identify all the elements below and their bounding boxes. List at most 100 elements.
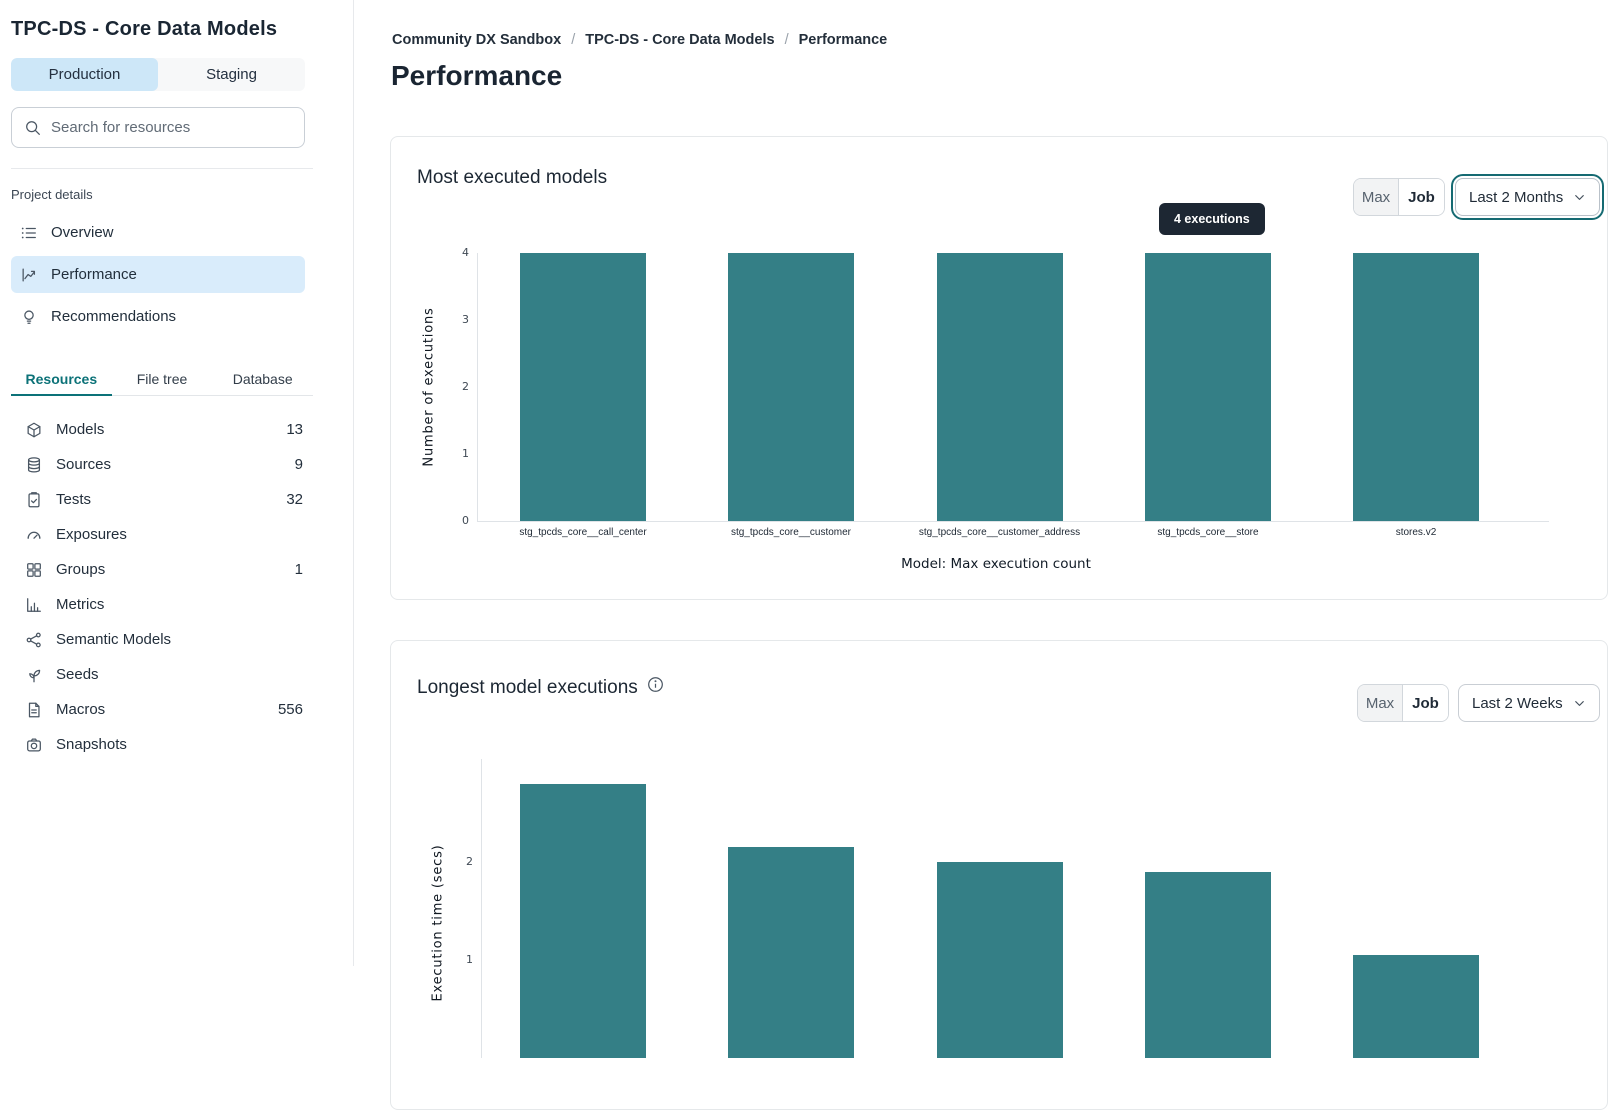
bar-1[interactable] [728, 253, 854, 521]
resource-row-groups[interactable]: Groups 1 [11, 552, 313, 587]
resource-label: Seeds [56, 666, 99, 683]
resource-row-tests[interactable]: Tests 32 [11, 482, 313, 517]
x-tick-label: stg_tpcds_core__call_center [519, 527, 647, 538]
main-content: Community DX Sandbox / TPC-DS - Core Dat… [355, 0, 1621, 1110]
x-axis-title: Model: Max execution count [901, 556, 1091, 572]
resource-label: Tests [56, 491, 92, 508]
y-axis-line [481, 759, 482, 1058]
bar-chart-most-executed: 0 1 2 3 4 stg_tpcds_core__call_center stg_tpcd… [391, 137, 1607, 599]
gauge-icon [25, 526, 43, 544]
resource-row-exposures[interactable]: Exposures [11, 517, 313, 552]
sidebar-item-recommendations[interactable]: Recommendations [11, 298, 305, 335]
bar-3[interactable] [1145, 253, 1271, 521]
nav-label: Overview [51, 224, 114, 241]
date-range-value: Last 2 Weeks [1472, 694, 1563, 712]
x-axis-line [477, 521, 1549, 522]
resource-row-sources[interactable]: Sources 9 [11, 447, 313, 482]
resource-row-seeds[interactable]: Seeds [11, 657, 313, 692]
bar-2[interactable] [936, 862, 1063, 1058]
resource-row-metrics[interactable]: Metrics [11, 587, 313, 622]
file-icon [25, 701, 43, 719]
tab-resources[interactable]: Resources [11, 362, 112, 396]
chart-title: Most executed models [417, 167, 608, 188]
bar-4[interactable] [1353, 253, 1479, 521]
resource-tabs: Resources File tree Database [11, 362, 313, 396]
resource-row-models[interactable]: Models 13 [11, 412, 313, 447]
tab-production[interactable]: Production [11, 58, 158, 91]
nav-label: Recommendations [51, 308, 177, 325]
resource-label: Exposures [56, 526, 127, 543]
date-range-dropdown[interactable]: Last 2 Weeks [1458, 684, 1600, 722]
resource-count: 32 [286, 491, 303, 508]
breadcrumb: Community DX Sandbox / TPC-DS - Core Dat… [392, 32, 887, 48]
aggregation-toggle: Max Job [1357, 684, 1449, 722]
sidebar-item-performance[interactable]: Performance [11, 256, 305, 293]
clipboard-check-icon [25, 491, 43, 509]
x-tick-label: stg_tpcds_core__customer_address [918, 527, 1081, 538]
resource-count: 1 [294, 561, 303, 578]
sidebar: TPC-DS - Core Data Models Production Sta… [0, 0, 354, 966]
y-tick-label: 1 [462, 447, 469, 460]
project-nav: Overview Performance Recommendations [11, 214, 313, 335]
max-button[interactable]: Max [1354, 179, 1399, 215]
breadcrumb-account[interactable]: Community DX Sandbox [392, 32, 562, 48]
resource-label: Models [56, 421, 105, 438]
resource-label: Semantic Models [56, 631, 172, 648]
y-tick-label: 2 [466, 855, 473, 868]
job-button[interactable]: Job [1403, 685, 1448, 721]
y-tick-label: 0 [462, 514, 469, 527]
x-tick-label: stg_tpcds_core__store [1157, 527, 1259, 538]
database-icon [25, 456, 43, 474]
bar-0[interactable] [520, 253, 646, 521]
network-icon [25, 631, 43, 649]
bar-2[interactable] [936, 253, 1063, 521]
y-tick-label: 2 [462, 380, 469, 393]
search-input[interactable] [51, 119, 292, 136]
resource-row-macros[interactable]: Macros 556 [11, 692, 313, 727]
max-button[interactable]: Max [1358, 685, 1403, 721]
resource-row-semantic-models[interactable]: Semantic Models [11, 622, 313, 657]
card-longest-model-executions: Longest model executions Max Job Last 2 … [390, 640, 1608, 1110]
resource-label: Macros [56, 701, 106, 718]
job-button[interactable]: Job [1399, 179, 1444, 215]
sidebar-item-overview[interactable]: Overview [11, 214, 305, 251]
project-title: TPC-DS - Core Data Models [11, 18, 278, 40]
tab-staging[interactable]: Staging [206, 66, 257, 83]
resource-label: Snapshots [56, 736, 127, 753]
x-tick-label: stores.v2 [1395, 527, 1437, 538]
bar-3[interactable] [1145, 871, 1271, 1058]
card-most-executed-models: Most executed models Max Job Last 2 Mont… [390, 136, 1608, 600]
breadcrumb-separator: / [571, 32, 576, 48]
environment-tabs: Production Staging [11, 58, 305, 91]
tab-file-tree[interactable]: File tree [136, 370, 188, 387]
date-range-dropdown[interactable]: Last 2 Months [1450, 174, 1605, 220]
y-tick-label: 4 [462, 246, 469, 259]
breadcrumb-project[interactable]: TPC-DS - Core Data Models [585, 32, 775, 48]
trend-chart-icon [20, 266, 38, 284]
breadcrumb-separator: / [784, 32, 789, 48]
y-tick-label: 3 [462, 313, 469, 326]
resource-row-snapshots[interactable]: Snapshots [11, 727, 313, 762]
date-range-value: Last 2 Months [1469, 188, 1564, 206]
chart-title: Longest model executions [417, 676, 664, 699]
seedling-icon [25, 666, 43, 684]
cube-icon [25, 421, 43, 439]
camera-icon [25, 736, 43, 754]
y-axis-label: Number of executions [421, 307, 437, 467]
bar-chart-icon [25, 596, 43, 614]
page-title: Performance [391, 60, 563, 91]
breadcrumb-current-page: Performance [798, 32, 888, 48]
bar-4[interactable] [1353, 955, 1479, 1058]
aggregation-toggle: Max Job [1353, 178, 1445, 216]
resource-label: Groups [56, 561, 106, 578]
resource-label: Metrics [56, 596, 105, 613]
chevron-down-icon [1573, 189, 1586, 206]
info-icon[interactable] [647, 676, 664, 699]
search-box[interactable] [11, 107, 305, 148]
bar-0[interactable] [520, 783, 646, 1058]
bar-tooltip: 4 executions [1159, 203, 1265, 235]
tab-database[interactable]: Database [232, 370, 293, 387]
search-icon [24, 119, 42, 137]
bar-1[interactable] [728, 847, 854, 1058]
